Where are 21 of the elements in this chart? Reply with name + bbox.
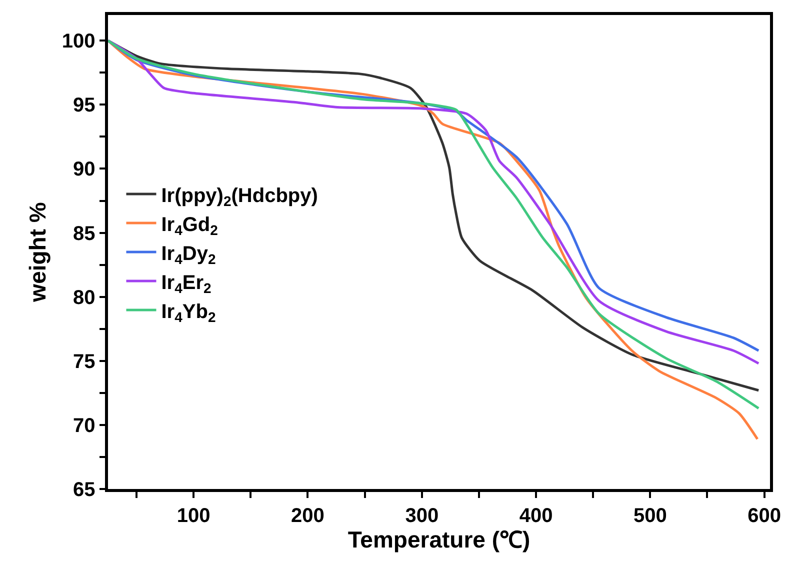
x-tick-label: 300: [405, 504, 439, 527]
legend-label: Ir$_{4}$Er$_{2}$: [161, 272, 212, 296]
x-tick-label: 100: [176, 504, 210, 527]
legend-label: Ir$_{4}$Dy$_{2}$: [161, 242, 216, 267]
legend-label: Ir$_{4}$Gd$_{2}$: [161, 214, 218, 238]
x-tick-label: 600: [748, 504, 781, 527]
x-axis-title: Temperature (℃): [348, 526, 530, 553]
y-axis-title: weight %: [24, 202, 50, 303]
x-tick-label: 200: [291, 504, 324, 527]
y-tick-label: 85: [73, 222, 96, 245]
y-tick-label: 75: [73, 350, 96, 373]
x-tick-label: 400: [519, 504, 553, 527]
y-tick-label: 80: [73, 286, 96, 309]
y-tick-label: 90: [73, 158, 96, 181]
y-tick-label: 95: [73, 94, 96, 117]
x-tick-label: 500: [633, 504, 667, 527]
legend-label: Ir(ppy)$_{2}$(Hdcbpy): [161, 184, 318, 209]
y-tick-label: 70: [73, 414, 96, 437]
y-tick-label: 100: [62, 30, 96, 53]
legend-label: Ir$_{4}$Yb$_{2}$: [161, 300, 216, 325]
y-tick-label: 65: [73, 479, 96, 501]
